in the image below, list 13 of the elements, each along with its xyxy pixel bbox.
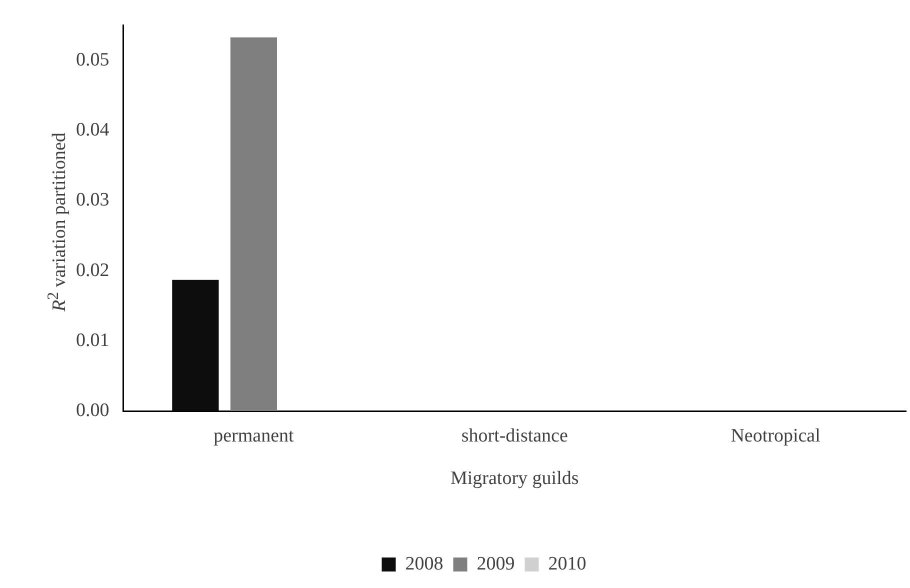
legend-label: 2009 bbox=[476, 553, 515, 574]
y-tick-label: 0.01 bbox=[76, 330, 110, 351]
y-tick-label: 0.05 bbox=[76, 49, 110, 70]
x-tick-label: Neotropical bbox=[730, 425, 820, 446]
y-tick-label: 0.02 bbox=[76, 260, 110, 281]
legend-label: 2010 bbox=[548, 553, 586, 574]
x-tick-label: permanent bbox=[214, 425, 295, 446]
y-tick-label: 0.04 bbox=[76, 120, 110, 141]
y-tick-label: 0.00 bbox=[76, 400, 110, 421]
x-axis-title: Migratory guilds bbox=[450, 468, 579, 490]
legend-label: 2008 bbox=[405, 553, 444, 574]
y-tick-label: 0.03 bbox=[76, 190, 110, 211]
x-tick-label: short-distance bbox=[461, 425, 568, 446]
